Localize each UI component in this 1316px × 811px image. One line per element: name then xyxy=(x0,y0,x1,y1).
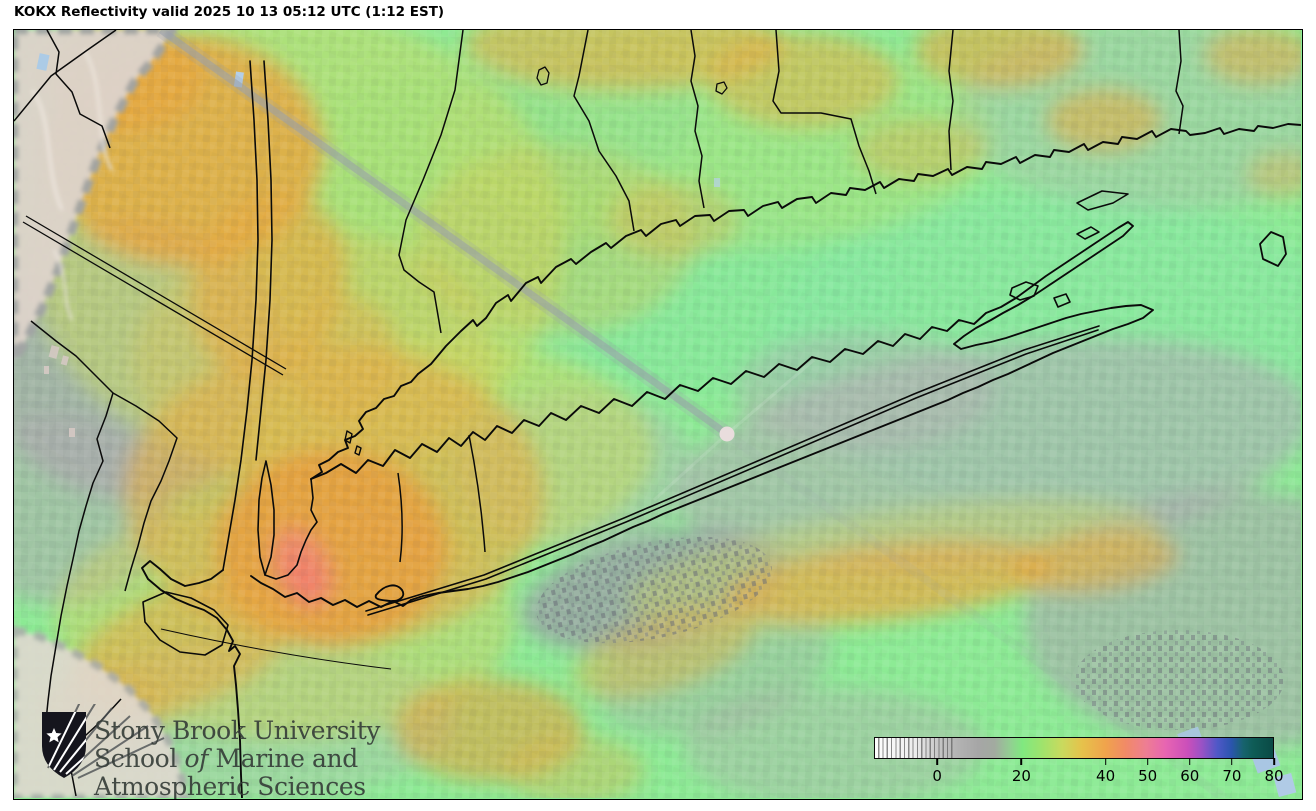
sbu-wordmark-line1: Stony Brook University xyxy=(94,716,381,745)
colorbar-tick-label: 60 xyxy=(1180,767,1200,785)
coastline-boundaries xyxy=(141,60,1301,798)
radar-map-canvas xyxy=(14,30,1301,798)
colorbar-tick xyxy=(1188,758,1191,765)
colorbar-wrap: 0 20 40 50 60 70 80 xyxy=(874,737,1284,792)
colorbar xyxy=(874,737,1274,759)
terrain-speckles xyxy=(44,345,75,437)
colorbar-tick xyxy=(936,758,938,765)
clutter-speckle-southeast xyxy=(1074,630,1284,730)
colorbar-tick-label: 0 xyxy=(932,767,942,785)
pixel-texture-overlay-rotated xyxy=(14,30,1301,798)
colorbar-tick xyxy=(1273,758,1275,765)
radar-map: Stony Brook University School of Marine … xyxy=(13,29,1303,800)
clutter-speckle-south xyxy=(536,536,772,644)
colorbar-tick-label: 80 xyxy=(1264,767,1284,785)
colorbar-tick-label: 40 xyxy=(1096,767,1116,785)
colorbar-tick-label: 20 xyxy=(1011,767,1031,785)
colorbar-tick-label: 50 xyxy=(1138,767,1158,785)
sbu-wordmark: Stony Brook University School of Marine … xyxy=(94,716,381,800)
colorbar-tick xyxy=(1231,758,1233,765)
sbu-wordmark-line3: Atmospheric Sciences xyxy=(94,772,366,800)
page-title: KOKX Reflectivity valid 2025 10 13 05:12… xyxy=(14,4,445,20)
terrain-patch-topleft xyxy=(14,30,178,369)
colorbar-tick xyxy=(1020,758,1023,765)
radar-site-dot xyxy=(719,426,735,442)
sbu-shield-icon xyxy=(42,704,165,779)
colorbar-tick xyxy=(1146,758,1149,765)
colorbar-tick xyxy=(1104,758,1107,765)
colorbar-low-end-stripes xyxy=(875,738,955,758)
sbu-wordmark-line2: School of Marine and xyxy=(94,744,358,773)
colorbar-ticks: 0 20 40 50 60 70 80 xyxy=(874,737,1284,792)
colorbar-tick-label: 70 xyxy=(1222,767,1242,785)
